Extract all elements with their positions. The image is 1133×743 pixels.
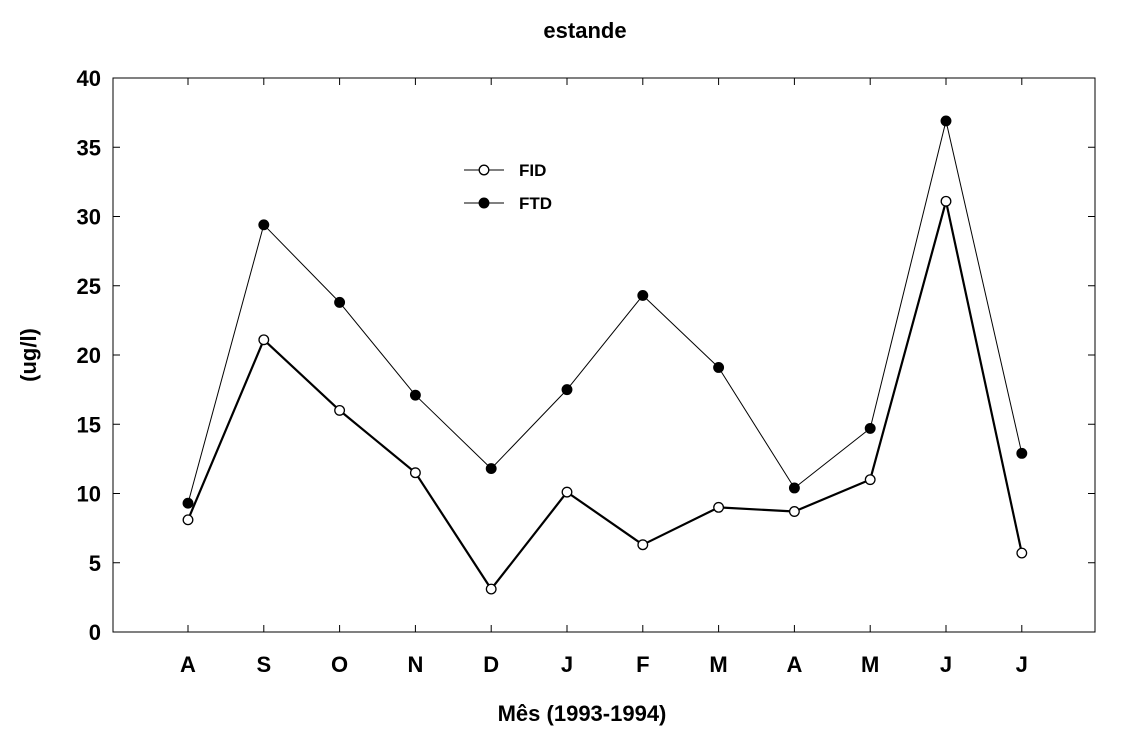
x-tick-label: A [180,652,196,677]
x-tick-label: D [483,652,499,677]
plot-frame [112,77,1096,633]
data-point-ftd [1016,447,1028,459]
legend-marker-fid [478,164,490,176]
y-tick-label: 10 [77,482,101,507]
x-tick-label: M [709,652,727,677]
x-tick-label: S [256,652,271,677]
data-point-ftd [561,384,573,396]
legend-label-fid: FID [519,161,546,180]
data-point-ftd [334,296,346,308]
data-point-ftd [409,389,421,401]
data-point-fid [409,467,421,479]
series-line-ftd [187,120,1023,504]
x-tick-label: F [636,652,649,677]
x-tick-label: N [407,652,423,677]
y-tick-label: 30 [77,205,101,230]
data-point-fid [940,195,952,207]
y-axis: 0 5 10 15 20 25 30 35 40 [77,66,1095,645]
data-point-ftd [258,219,270,231]
data-point-fid [182,514,194,526]
x-tick-label: J [1016,652,1028,677]
legend-marker-ftd [478,197,490,209]
y-tick-label: 35 [77,135,101,160]
x-tick-label: A [786,652,802,677]
data-point-ftd [788,482,800,494]
y-tick-label: 25 [77,274,101,299]
x-tick-label: J [561,652,573,677]
y-tick-label: 15 [77,412,101,437]
series-layer [182,115,1028,595]
data-point-fid [334,404,346,416]
series-line-fid [186,200,1023,591]
data-point-fid [788,506,800,517]
data-point-fid [561,486,573,498]
x-axis-label: Mês (1993-1994) [498,701,667,726]
legend: FID FTD [464,161,552,213]
data-point-fid [713,501,725,513]
data-point-ftd [864,422,876,434]
data-point-ftd [637,289,649,301]
data-point-fid [864,474,876,486]
data-point-ftd [485,463,497,475]
x-tick-label: J [940,652,952,677]
y-tick-label: 0 [89,620,101,645]
y-tick-label: 20 [77,343,101,368]
data-point-fid [637,539,649,551]
y-axis-label: (ug/l) [16,328,41,382]
data-point-ftd [182,497,194,509]
x-tick-label: O [331,652,348,677]
legend-label-ftd: FTD [519,194,552,213]
y-tick-label: 5 [89,551,101,576]
chart-title: estande [543,18,626,43]
data-point-ftd [713,362,725,373]
data-point-ftd [940,115,952,127]
data-point-fid [1016,547,1028,559]
y-tick-label: 40 [77,66,101,91]
x-tick-label: M [861,652,879,677]
data-point-fid [258,334,270,346]
data-point-fid [485,583,497,595]
